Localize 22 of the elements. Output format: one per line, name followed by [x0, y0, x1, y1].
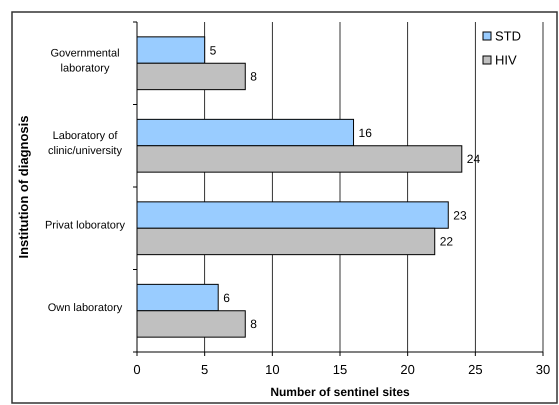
y-tick-label: Privat loboratory: [44, 219, 126, 232]
data-label: 22: [440, 234, 454, 249]
x-tick-label: 0: [133, 362, 141, 377]
x-tick-label: 10: [265, 362, 280, 377]
data-label: 16: [358, 126, 372, 140]
y-tick-label: Own laboratory: [48, 302, 123, 314]
y-tick-label: Governmental laboratory: [50, 47, 120, 74]
x-axis-title: Number of sentinel sites: [270, 385, 410, 399]
x-tick-label: 30: [536, 362, 550, 377]
data-label: 8: [250, 70, 258, 84]
x-tick-label: 15: [332, 362, 348, 377]
legend-label: STD: [495, 28, 521, 44]
legend-label: HIV: [495, 52, 517, 68]
data-label: 6: [223, 290, 230, 305]
y-tick-label: Laboratory of clinic/university: [48, 130, 122, 157]
x-tick-label: 5: [201, 362, 208, 377]
data-label: 8: [250, 317, 258, 332]
data-label: 23: [453, 208, 467, 222]
x-tick-label: 25: [468, 362, 483, 377]
y-axis-title: Institution of diagnosis: [16, 116, 31, 258]
data-label: 5: [210, 43, 217, 58]
x-tick-label: 20: [400, 362, 415, 377]
